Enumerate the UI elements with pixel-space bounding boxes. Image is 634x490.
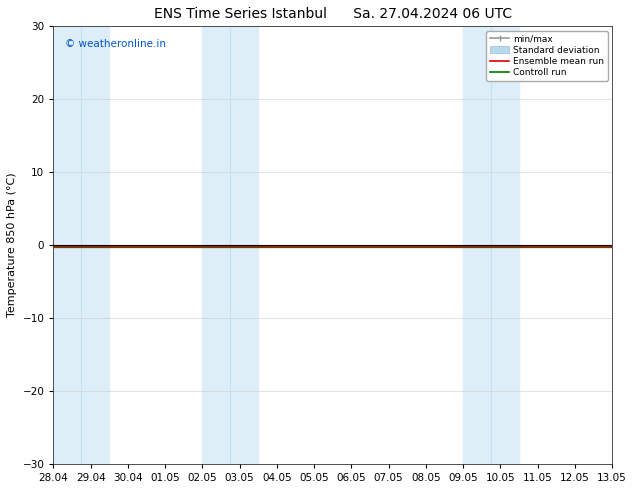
- Title: ENS Time Series Istanbul      Sa. 27.04.2024 06 UTC: ENS Time Series Istanbul Sa. 27.04.2024 …: [153, 7, 512, 21]
- Bar: [463, 26, 519, 464]
- Legend: min/max, Standard deviation, Ensemble mean run, Controll run: min/max, Standard deviation, Ensemble me…: [486, 31, 607, 81]
- Y-axis label: Temperature 850 hPa (°C): Temperature 850 hPa (°C): [7, 173, 17, 318]
- Bar: [53, 26, 109, 464]
- Bar: [202, 26, 258, 464]
- Text: © weatheronline.in: © weatheronline.in: [65, 39, 165, 49]
